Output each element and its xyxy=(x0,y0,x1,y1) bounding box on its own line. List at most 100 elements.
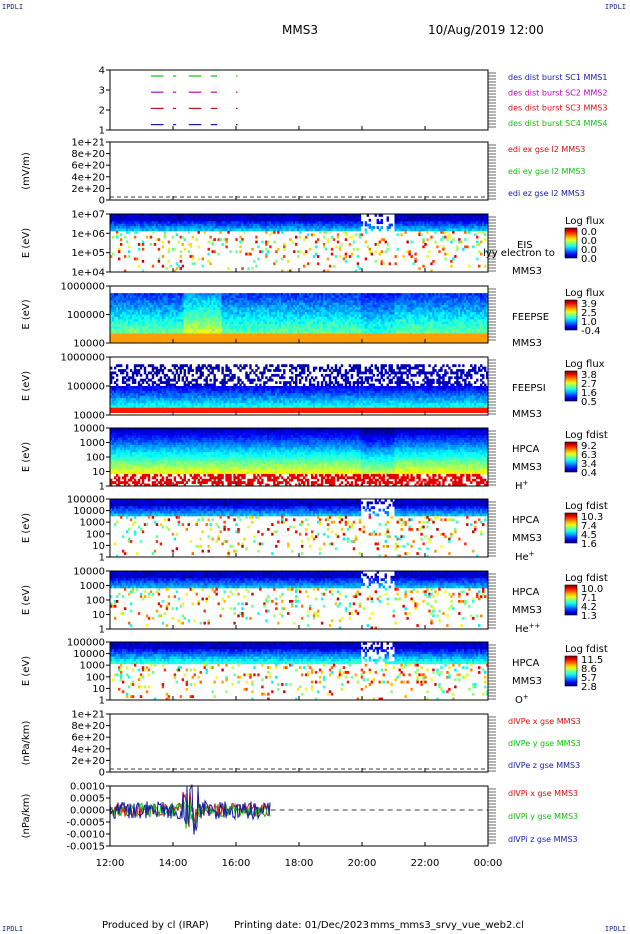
spacecraft-label: MMS3 xyxy=(512,462,542,473)
time-tick-label: 14:00 xyxy=(159,858,188,869)
colorbar-gradient xyxy=(564,441,578,473)
y-tick-label: 0 xyxy=(99,768,105,779)
line-panel-divpi: dlVPi x gse MMS3 dlVPi y gse MMS3 dlVPi z … xyxy=(109,784,578,844)
colorbar-tick: 2.7 xyxy=(581,379,597,390)
series-line-z xyxy=(109,784,271,835)
y-tick-label: 1e+04 xyxy=(71,268,105,279)
colorbar-tick: 1.3 xyxy=(581,611,597,622)
colorbar-tick: 8.6 xyxy=(581,664,597,675)
y-axis-label: E (eV) xyxy=(21,442,32,472)
datetime-title: 10/Aug/2019 12:00 xyxy=(428,23,544,37)
y-tick-label: 2e+20 xyxy=(71,184,105,195)
y-tick-label: 4 xyxy=(99,66,105,77)
colorbar-tick: 0.0 xyxy=(581,245,597,256)
line-panel-burst: des dist burst SC1 MMS1 des dist burst SC… xyxy=(150,73,607,128)
panel-frame xyxy=(109,713,489,773)
colorbar-title: Log flux xyxy=(565,216,605,227)
colorbar-gradient xyxy=(564,655,578,687)
y-tick-label: 10000 xyxy=(73,506,105,517)
instrument-label: HPCA xyxy=(512,444,540,455)
panel-frame xyxy=(109,785,489,847)
legend-entry: des dist burst SC4 MMS4 xyxy=(508,119,607,128)
colorbar-tick: 1.6 xyxy=(581,539,597,550)
y-tick-label: 1000000 xyxy=(60,353,105,364)
colorbar-tick: 7.1 xyxy=(581,593,597,604)
y-tick-label: 1e+21 xyxy=(71,138,105,149)
instrument-label: FEEPSI xyxy=(512,383,546,394)
spectrogram-feepse xyxy=(110,293,489,344)
y-axis-label: E (eV) xyxy=(21,513,32,543)
y-axis-label: (mV/m) xyxy=(21,152,32,190)
colorbar-tick: 7.4 xyxy=(581,521,597,532)
legend-entry: edi ex gse l2 MMS3 xyxy=(508,145,585,154)
y-tick-label: 10 xyxy=(92,684,105,695)
y-tick-label: 100 xyxy=(86,596,105,607)
y-tick-label: 100000 xyxy=(67,495,105,506)
spectrogram-hpca_he xyxy=(110,499,489,558)
colorbar-tick: 6.3 xyxy=(581,450,597,461)
y-tick-label: 0.0000 xyxy=(70,806,105,817)
y-axis-label: E (eV) xyxy=(21,585,32,615)
y-tick-label: 1 xyxy=(99,553,105,564)
time-tick-label: 18:00 xyxy=(285,858,314,869)
colorbar-tick: 10.0 xyxy=(581,584,603,595)
instrument-label: FEEPSE xyxy=(512,312,549,323)
colorbar-gradient xyxy=(564,584,578,616)
y-tick-label: 1e+06 xyxy=(71,229,105,240)
y-tick-label: 1 xyxy=(99,126,105,137)
colorbar-tick: 0.4 xyxy=(581,468,597,479)
y-tick-label: 0.0010 xyxy=(70,782,105,793)
legend-entry: edi ez gse l2 MMS3 xyxy=(508,189,585,198)
colorbar-tick: 1.6 xyxy=(581,388,597,399)
y-tick-label: 8e+20 xyxy=(71,721,105,732)
line-panel-divpe: dlVPe x gse MMS3 dlVPe y gse MMS3 dlVPe z … xyxy=(110,717,581,770)
time-tick-label: 22:00 xyxy=(411,858,440,869)
y-tick-label: 1e+05 xyxy=(71,248,105,259)
colorbar-gradient xyxy=(564,227,578,259)
time-tick-label: 16:00 xyxy=(222,858,251,869)
y-tick-label: 1 xyxy=(99,625,105,636)
colorbar-tick: 2.5 xyxy=(581,308,597,319)
legend-entry: dlVPe y gse MMS3 xyxy=(508,739,581,748)
footer-printing-date: Printing date: 01/Dec/2023 xyxy=(234,920,370,931)
colorbar-tick: 2.8 xyxy=(581,682,597,693)
y-tick-label: 100000 xyxy=(67,382,105,393)
colorbar-tick: 3.9 xyxy=(581,299,597,310)
spacecraft-label: MMS3 xyxy=(512,409,542,420)
spectrogram-hpca_o xyxy=(110,642,489,701)
y-tick-label: 3 xyxy=(99,86,105,97)
y-tick-label: 0 xyxy=(99,196,105,207)
legend-entry: dlVPe x gse MMS3 xyxy=(508,717,581,726)
spectrogram-hpca_h xyxy=(110,428,489,487)
colorbar-gradient xyxy=(564,370,578,402)
footer-produced: Produced by cl (IRAP) xyxy=(102,920,209,931)
colorbar-title: Log fdist xyxy=(565,644,608,655)
y-tick-label: 8e+20 xyxy=(71,149,105,160)
y-tick-label: 4e+20 xyxy=(71,172,105,183)
colorbar-tick: 10.3 xyxy=(581,512,603,523)
y-axis-label: E (eV) xyxy=(21,299,32,329)
y-tick-label: 1 xyxy=(99,482,105,493)
colorbar-tick: 3.8 xyxy=(581,370,597,381)
species-label: He++ xyxy=(515,622,541,635)
legend-entry: des dist burst SC2 MMS2 xyxy=(508,88,607,97)
time-tick-label: 00:00 xyxy=(474,858,503,869)
instrument-label: HPCA xyxy=(512,515,540,526)
legend-entry: dlVPe z gse MMS3 xyxy=(508,761,580,770)
colorbar-gradient xyxy=(564,512,578,544)
colorbar-title: Log flux xyxy=(565,288,605,299)
spacecraft-label: MMS3 xyxy=(512,676,542,687)
y-tick-label: 6e+20 xyxy=(71,733,105,744)
y-tick-label: 1000 xyxy=(80,518,105,529)
y-tick-label: -0.0005 xyxy=(66,818,105,829)
spacecraft-label: MMS3 xyxy=(512,533,542,544)
species-label: He+ xyxy=(515,550,535,563)
spacecraft-label: MMS3 xyxy=(512,338,542,349)
colorbar-title: Log fdist xyxy=(565,573,608,584)
corner-label-tr: IPDLI xyxy=(604,3,626,11)
footer-filename: mms_mms3_srvy_vue_web2.cl xyxy=(370,920,524,931)
